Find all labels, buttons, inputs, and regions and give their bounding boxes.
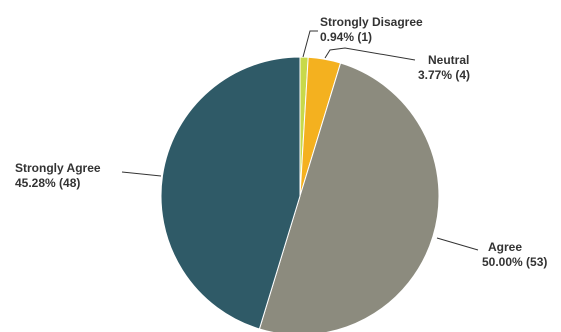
label-strongly-disagree: Strongly Disagree 0.94% (1) (320, 15, 423, 44)
pie-slice-agree (258, 62, 440, 332)
leader-line-agree (436, 237, 479, 251)
label-agree: Agree 50.00% (53) (482, 240, 547, 269)
pie-slice-strongly-agree (160, 56, 301, 330)
slice-value: 3.77% (4) (418, 68, 470, 82)
leader-lines (121, 30, 479, 251)
pie-slices (160, 56, 440, 332)
slice-value: 0.94% (1) (320, 30, 372, 44)
slice-label: Neutral (428, 53, 469, 67)
leader-line-strongly-agree (121, 171, 162, 177)
slice-label: Strongly Agree (15, 161, 101, 175)
leader-line-strongly-disagree (302, 30, 318, 58)
leader-line-neutral (324, 47, 416, 61)
label-neutral: Neutral 3.77% (4) (418, 53, 470, 82)
slice-label: Agree (488, 240, 522, 254)
slice-label: Strongly Disagree (320, 15, 423, 29)
slice-value: 45.28% (48) (15, 176, 80, 190)
slice-value: 50.00% (53) (482, 255, 547, 269)
label-strongly-agree: Strongly Agree 45.28% (48) (15, 161, 101, 190)
